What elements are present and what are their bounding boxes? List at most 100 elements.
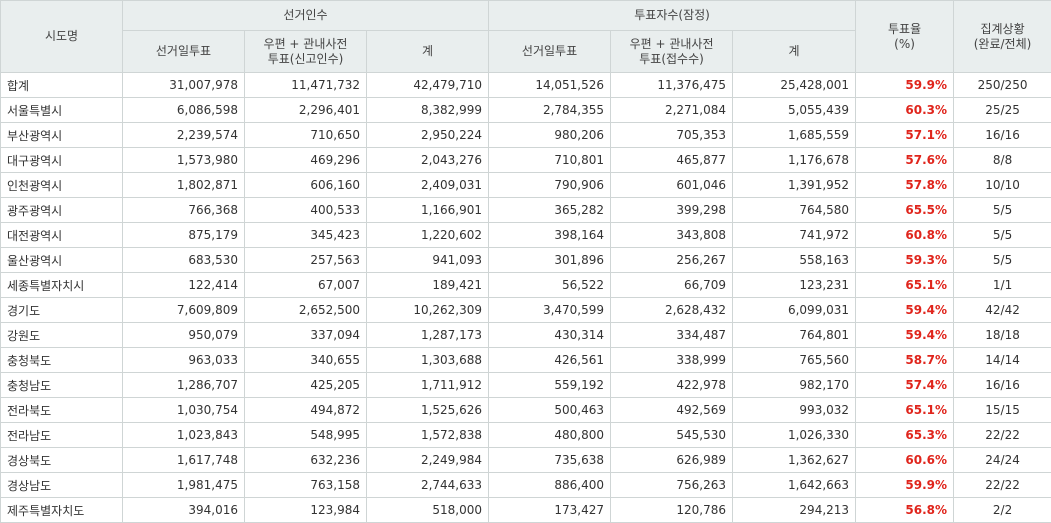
table-row: 전라북도 1,030,754 494,872 1,525,626 500,463 492,… (0, 397, 1051, 423)
number-cell: 399,298 (610, 197, 734, 223)
number-cell: 465,877 (610, 147, 734, 173)
status-cell: 14/14 (953, 347, 1051, 373)
number-cell: 6,086,598 (122, 97, 245, 123)
number-cell: 66,709 (610, 272, 734, 298)
rate-cell: 65.1% (855, 397, 955, 423)
region-cell: 경상북도 (0, 447, 123, 473)
rate-cell: 59.4% (855, 297, 955, 323)
number-cell: 1,573,980 (122, 147, 245, 173)
number-cell: 42,479,710 (365, 72, 490, 98)
number-cell: 1,166,901 (365, 197, 490, 223)
header-cell: 선거인수 (121, 0, 490, 31)
number-cell: 422,978 (610, 372, 734, 398)
region-cell: 울산광역시 (0, 247, 123, 273)
table-row: 충청북도 963,033 340,655 1,303,688 426,561 338,99… (0, 347, 1051, 373)
table-row: 서울특별시 6,086,598 2,296,401 8,382,999 2,784,35… (0, 97, 1051, 123)
number-cell: 2,271,084 (610, 97, 734, 123)
rate-cell: 57.6% (855, 147, 955, 173)
number-cell: 1,030,754 (122, 397, 245, 423)
table-row: 대구광역시 1,573,980 469,296 2,043,276 710,801 465… (0, 147, 1051, 173)
rate-cell: 58.7% (855, 347, 955, 373)
table-row: 경기도 7,609,809 2,652,500 10,262,309 3,470,599… (0, 297, 1051, 323)
region-cell: 대구광역시 (0, 147, 123, 173)
number-cell: 980,206 (488, 122, 612, 148)
number-cell: 1,287,173 (365, 322, 490, 348)
number-cell: 14,051,526 (488, 72, 612, 98)
number-cell: 400,533 (244, 197, 367, 223)
number-cell: 500,463 (488, 397, 612, 423)
number-cell: 257,563 (244, 247, 367, 273)
header-cell: 투표자수(잠정) (488, 0, 857, 31)
number-cell: 735,638 (488, 447, 612, 473)
number-cell: 764,580 (732, 197, 857, 223)
region-cell: 대전광역시 (0, 222, 123, 248)
table-row: 강원도 950,079 337,094 1,287,173 430,314 334,487… (0, 322, 1051, 348)
region-cell: 경기도 (0, 297, 123, 323)
number-cell: 3,470,599 (488, 297, 612, 323)
table-row: 경상남도 1,981,475 763,158 2,744,633 886,400 756,… (0, 472, 1051, 498)
region-cell: 전라남도 (0, 422, 123, 448)
status-cell: 42/42 (953, 297, 1051, 323)
rate-cell: 57.8% (855, 172, 955, 198)
number-cell: 480,800 (488, 422, 612, 448)
number-cell: 548,995 (244, 422, 367, 448)
number-cell: 334,487 (610, 322, 734, 348)
number-cell: 31,007,978 (122, 72, 245, 98)
number-cell: 518,000 (365, 497, 490, 523)
number-cell: 632,236 (244, 447, 367, 473)
region-cell: 충청남도 (0, 372, 123, 398)
number-cell: 982,170 (732, 372, 857, 398)
status-cell: 8/8 (953, 147, 1051, 173)
number-cell: 337,094 (244, 322, 367, 348)
region-cell: 광주광역시 (0, 197, 123, 223)
number-cell: 766,368 (122, 197, 245, 223)
number-cell: 123,984 (244, 497, 367, 523)
number-cell: 345,423 (244, 222, 367, 248)
number-cell: 763,158 (244, 472, 367, 498)
status-cell: 24/24 (953, 447, 1051, 473)
number-cell: 1,220,602 (365, 222, 490, 248)
number-cell: 764,801 (732, 322, 857, 348)
number-cell: 123,231 (732, 272, 857, 298)
number-cell: 2,950,224 (365, 122, 490, 148)
number-cell: 294,213 (732, 497, 857, 523)
status-cell: 25/25 (953, 97, 1051, 123)
header-cell: 계 (365, 30, 490, 73)
number-cell: 25,428,001 (732, 72, 857, 98)
number-cell: 1,685,559 (732, 122, 857, 148)
region-cell: 세종특별자치시 (0, 272, 123, 298)
number-cell: 2,239,574 (122, 122, 245, 148)
header-cell: 투표율 (%) (855, 0, 955, 73)
number-cell: 5,055,439 (732, 97, 857, 123)
number-cell: 56,522 (488, 272, 612, 298)
number-cell: 606,160 (244, 172, 367, 198)
number-cell: 1,802,871 (122, 172, 245, 198)
header-cell: 집계상황 (완료/전체) (953, 0, 1051, 73)
number-cell: 756,263 (610, 472, 734, 498)
number-cell: 120,786 (610, 497, 734, 523)
region-cell: 합계 (0, 72, 123, 98)
number-cell: 338,999 (610, 347, 734, 373)
status-cell: 5/5 (953, 197, 1051, 223)
header-cell: 계 (732, 30, 857, 73)
table-row: 대전광역시 875,179 345,423 1,220,602 398,164 343,8… (0, 222, 1051, 248)
region-cell: 인천광역시 (0, 172, 123, 198)
rate-cell: 57.4% (855, 372, 955, 398)
rate-cell: 60.6% (855, 447, 955, 473)
header-cell: 우편 + 관내사전 투표(접수수) (610, 30, 734, 73)
number-cell: 301,896 (488, 247, 612, 273)
rate-cell: 59.3% (855, 247, 955, 273)
number-cell: 6,099,031 (732, 297, 857, 323)
number-cell: 705,353 (610, 122, 734, 148)
rate-cell: 57.1% (855, 122, 955, 148)
table-row: 부산광역시 2,239,574 710,650 2,950,224 980,206 705… (0, 122, 1051, 148)
region-cell: 충청북도 (0, 347, 123, 373)
number-cell: 11,471,732 (244, 72, 367, 98)
rate-cell: 65.3% (855, 422, 955, 448)
number-cell: 430,314 (488, 322, 612, 348)
rate-cell: 60.3% (855, 97, 955, 123)
status-cell: 5/5 (953, 247, 1051, 273)
number-cell: 1,026,330 (732, 422, 857, 448)
number-cell: 2,784,355 (488, 97, 612, 123)
table-row: 제주특별자치도 394,016 123,984 518,000 173,427 120,7… (0, 497, 1051, 523)
